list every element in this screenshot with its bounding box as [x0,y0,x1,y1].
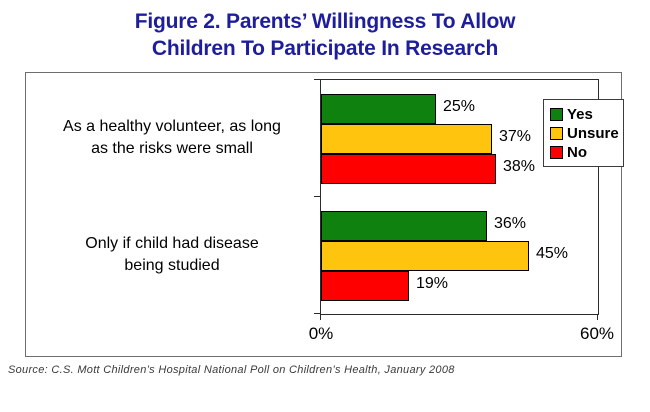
bar-unsure-0 [321,124,492,154]
legend-label-unsure: Unsure [567,125,619,142]
bar-yes-1 [321,211,487,241]
legend-item-yes: Yes [550,105,617,124]
chart-title: Figure 2. Parents’ Willingness To Allow … [0,8,650,62]
legend: Yes Unsure No [543,99,624,167]
bar-value-label: 45% [536,245,569,262]
bar-no-1 [321,271,409,301]
legend-label-no: No [567,144,587,161]
bar-no-0 [321,154,496,184]
x-axis-label-0: 0% [308,324,334,343]
bar-value-label: 19% [416,275,449,292]
legend-swatch-unsure [550,127,563,140]
x-axis-tick-0 [320,314,321,320]
chart-frame: 25% 36% 37% 45% 38% 19% 0% 60% Yes Unsure No … [25,72,624,357]
bar-value-label: 37% [499,128,532,145]
source-note: Source: C.S. Mott Children’s Hospital Na… [8,364,455,376]
category-tick [314,313,321,314]
x-axis-label-60: 60% [579,324,615,343]
legend-label-yes: Yes [567,106,593,123]
chart-title-line2: Children To Participate In Research [151,37,499,60]
legend-item-no: No [550,143,617,162]
legend-swatch-yes [550,108,563,121]
bar-yes-0 [321,94,436,124]
bar-value-label: 25% [443,98,476,115]
legend-swatch-no [550,146,563,159]
chart-title-line1: Figure 2. Parents’ Willingness To Allow [134,10,516,33]
category-tick [314,79,321,80]
bar-unsure-1 [321,241,529,271]
legend-item-unsure: Unsure [550,124,619,143]
category-tick [314,196,321,197]
bar-value-label: 36% [494,215,527,232]
bar-value-label: 38% [503,158,536,175]
x-axis-tick-60 [597,314,598,320]
category-label-0: As a healthy volunteer, as long as the r… [63,117,281,157]
category-label-1: Only if child had disease being studied [85,234,259,274]
